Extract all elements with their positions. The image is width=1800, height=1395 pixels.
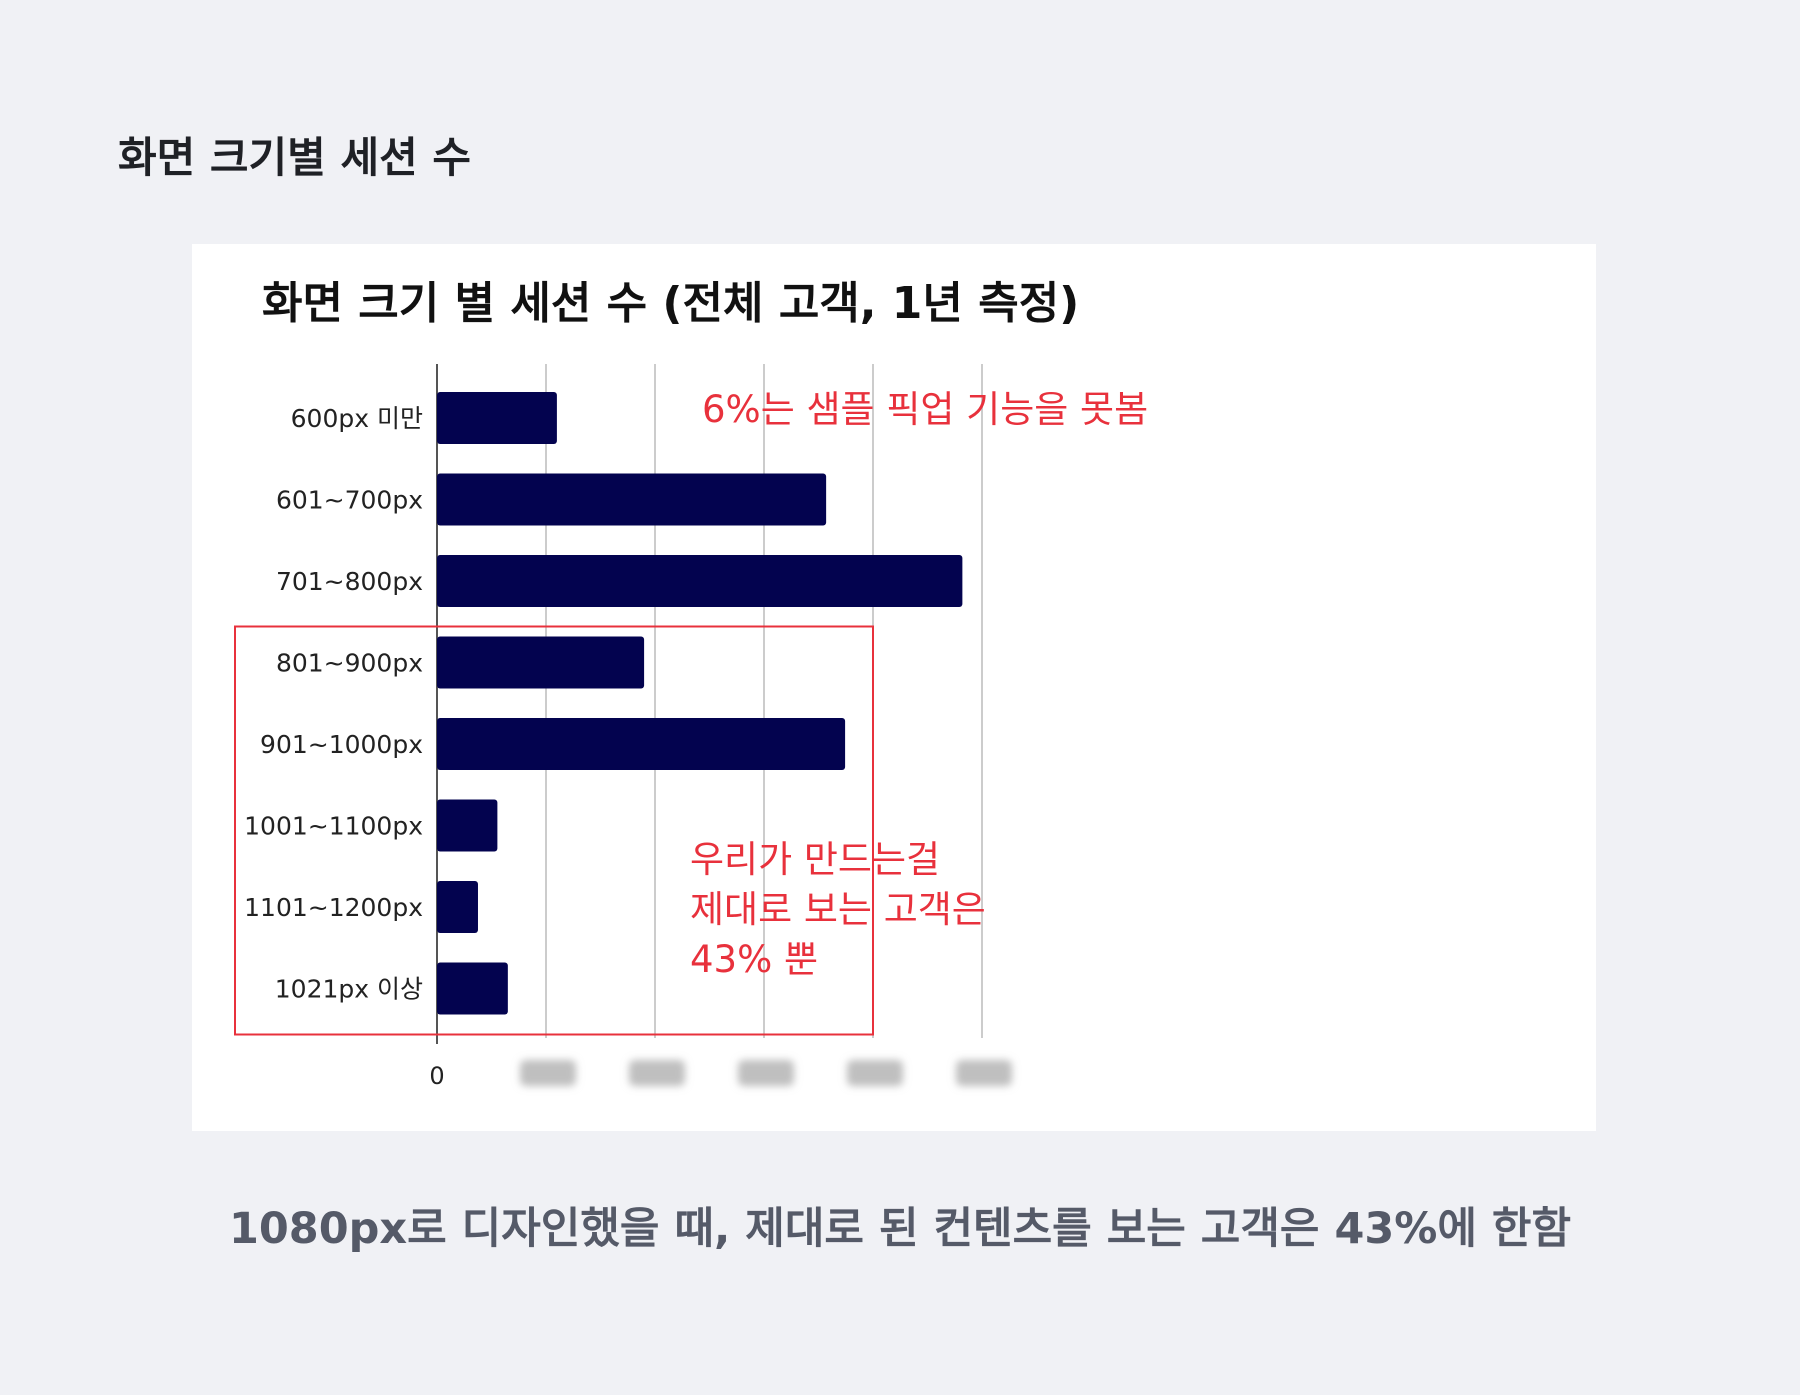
category-label: 1001~1100px: [244, 812, 423, 841]
bar: [437, 392, 557, 444]
bar: [437, 799, 498, 852]
annotation-43-percent-line: 우리가 만드는걸: [690, 838, 940, 881]
x-tick-blurred: [629, 1060, 685, 1086]
session-chart: 화면 크기 별 세션 수 (전체 고객, 1년 측정) 600px 미만 601~…: [234, 278, 1148, 1090]
x-tick-blurred: [520, 1060, 576, 1086]
bars: [437, 392, 963, 1015]
x-tick-blurred: [956, 1060, 1012, 1086]
chart-card: 화면 크기 별 세션 수 (전체 고객, 1년 측정) 600px 미만 601~…: [192, 244, 1596, 1131]
x-tick-blurred: [738, 1060, 794, 1086]
bottom-caption: 1080px로 디자인했을 때, 제대로 된 컨텐츠를 보는 고객은 43%에 …: [228, 1204, 1572, 1254]
bar: [437, 636, 645, 689]
annotation-43-percent-line: 제대로 보는 고객은: [690, 888, 986, 931]
annotation-43-percent-line: 43% 뿐: [690, 938, 818, 981]
bar: [437, 962, 508, 1015]
x-tick-label: 0: [429, 1062, 444, 1090]
bar: [437, 555, 963, 607]
category-label: 701~800px: [276, 567, 423, 596]
category-labels: 600px 미만 601~700px 701~800px 801~900px 901~1…: [244, 404, 423, 1004]
category-label: 1101~1200px: [244, 893, 423, 922]
bar: [437, 473, 827, 526]
annotation-sample-pickup: 6%는 샘플 픽업 기능을 못봄: [702, 388, 1148, 431]
category-label: 801~900px: [276, 649, 423, 678]
bar: [437, 718, 846, 770]
bar: [437, 881, 478, 933]
x-tick-labels: 0: [429, 1060, 1012, 1090]
page-heading: 화면 크기별 세션 수: [118, 133, 471, 182]
category-label: 1021px 이상: [275, 975, 423, 1004]
category-label: 600px 미만: [291, 404, 423, 433]
highlight-box: [234, 625, 874, 1036]
category-label: 601~700px: [276, 486, 423, 515]
x-tick-blurred: [847, 1060, 903, 1086]
category-label: 901~1000px: [260, 730, 423, 759]
chart-title: 화면 크기 별 세션 수 (전체 고객, 1년 측정): [262, 278, 1079, 329]
